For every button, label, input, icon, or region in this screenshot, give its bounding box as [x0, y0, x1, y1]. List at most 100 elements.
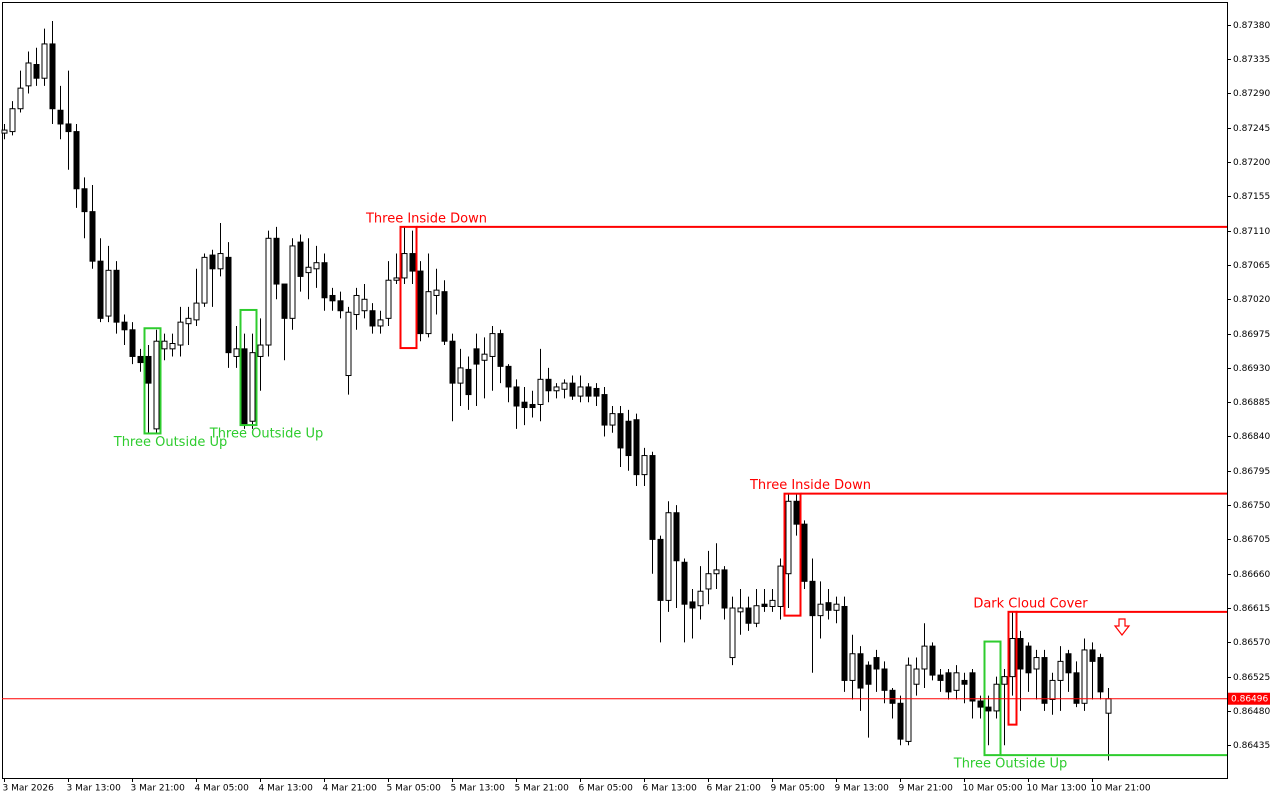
sell-arrow	[1113, 618, 1131, 636]
candle-body	[513, 386, 520, 407]
candle-body	[49, 43, 56, 110]
y-tick-label: 0.86435	[1233, 741, 1270, 751]
candle-body	[393, 277, 400, 281]
candle-body	[761, 603, 768, 607]
candle-body	[1089, 649, 1096, 662]
candle-body	[409, 253, 416, 272]
candle-body	[417, 270, 424, 335]
x-tick-label: 5 Mar 21:00	[515, 784, 570, 794]
x-tick-label: 5 Mar 05:00	[387, 784, 442, 794]
candle-body	[233, 348, 240, 357]
candle-body	[521, 401, 528, 409]
candle-body	[793, 500, 800, 525]
candle-body	[577, 386, 584, 397]
candle-body	[609, 413, 616, 426]
pattern-box	[399, 225, 418, 350]
candle-body	[625, 420, 632, 457]
candle-body	[593, 387, 600, 397]
y-tick-label: 0.86525	[1233, 673, 1270, 683]
candle-body	[217, 253, 224, 270]
candle-body	[913, 668, 920, 685]
candle-body	[497, 333, 504, 367]
y-tick-label: 0.87245	[1233, 124, 1270, 134]
candle-body	[377, 319, 384, 327]
candle-body	[1081, 649, 1088, 704]
candle-body	[889, 689, 896, 704]
candles	[1, 21, 1112, 761]
candle-body	[345, 311, 352, 377]
y-tick-label: 0.87020	[1233, 295, 1270, 305]
candle-body	[617, 413, 624, 449]
candle-body	[89, 211, 96, 262]
y-tick-label: 0.86570	[1233, 638, 1270, 648]
candle-body	[1009, 638, 1016, 678]
y-tick-label: 0.87110	[1233, 227, 1270, 237]
candle-body	[209, 254, 216, 270]
candle-body	[825, 602, 832, 611]
candle-body	[977, 700, 984, 708]
candle-body	[649, 455, 656, 540]
candle-body	[145, 355, 152, 384]
candle-body	[321, 262, 328, 299]
x-tick-label: 9 Mar 13:00	[835, 784, 890, 794]
pattern-box	[143, 327, 162, 435]
y-tick-label: 0.86615	[1233, 604, 1270, 614]
candle-body	[249, 352, 256, 422]
candle-body	[297, 241, 304, 277]
candle-body	[905, 664, 912, 742]
candle-body	[641, 455, 648, 476]
candle-body	[937, 674, 944, 681]
candle-body	[873, 657, 880, 670]
pattern-label: Three Outside Up	[209, 427, 323, 442]
pattern-label: Three Outside Up	[953, 757, 1067, 772]
candle-body	[785, 500, 792, 575]
x-tick-label: 10 Mar 05:00	[963, 784, 1023, 794]
y-tick-label: 0.87380	[1233, 21, 1270, 31]
pattern-label: Three Inside Down	[749, 478, 871, 493]
candle-body	[705, 573, 712, 590]
candle-body	[953, 672, 960, 691]
candle-body	[73, 131, 80, 190]
candle-body	[33, 64, 40, 79]
candle-body	[569, 382, 576, 397]
candle-body	[753, 605, 760, 624]
candle-body	[257, 344, 264, 357]
candle-body	[729, 607, 736, 659]
candle-body	[737, 607, 744, 613]
candle-body	[201, 256, 208, 304]
candle-body	[113, 269, 120, 323]
candle-body	[337, 300, 344, 312]
y-tick-label: 0.87335	[1233, 55, 1270, 65]
candle-body	[985, 706, 992, 712]
candle-body	[1097, 657, 1104, 693]
pattern-label: Three Inside Down	[365, 211, 487, 226]
x-tick-label: 3 Mar 13:00	[67, 784, 122, 794]
candle-body	[529, 403, 536, 409]
x-tick-label: 4 Mar 13:00	[259, 784, 314, 794]
candle-body	[1073, 672, 1080, 704]
candle-body	[1041, 657, 1048, 704]
candle-body	[969, 672, 976, 702]
candle-body	[561, 382, 568, 390]
y-tick-label: 0.87065	[1233, 261, 1270, 271]
candle-body	[1057, 660, 1064, 681]
candle-body	[601, 394, 608, 426]
x-tick-label: 9 Mar 05:00	[771, 784, 826, 794]
candle-body	[585, 386, 592, 397]
candle-body	[105, 269, 112, 317]
candle-body	[153, 340, 160, 430]
candle-body	[225, 256, 232, 354]
x-tick-label: 4 Mar 05:00	[195, 784, 250, 794]
candle-body	[489, 333, 496, 357]
candle-body	[1017, 638, 1024, 670]
candle-body	[745, 607, 752, 624]
y-tick-label: 0.86795	[1233, 467, 1270, 477]
y-tick-label: 0.86930	[1233, 364, 1270, 374]
candle-body	[545, 378, 552, 392]
candle-body	[473, 348, 480, 365]
pattern-box	[239, 308, 258, 427]
pattern-box	[1007, 610, 1018, 726]
candle-body	[9, 108, 16, 133]
